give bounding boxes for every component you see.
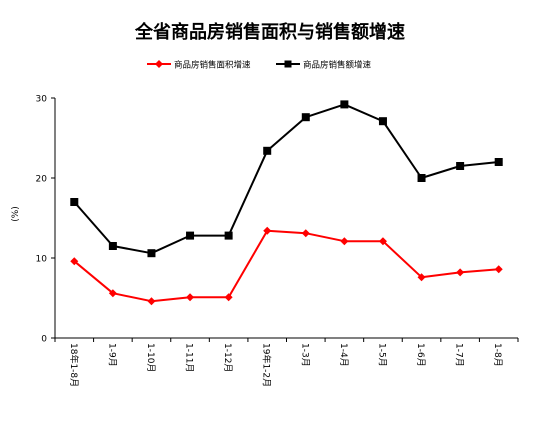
x-tick-label: 1-3月 <box>299 343 310 367</box>
x-tick-label: 1-5月 <box>376 343 387 367</box>
legend-label-area: 商品房销售面积增速 <box>174 60 251 71</box>
x-tick-label: 1-6月 <box>415 343 426 367</box>
legend-item-sales: 商品房销售额增速 <box>276 60 372 71</box>
axes: 0 10 20 30 18年1-8月 1-9月 1-10月 1-11月 1-12月 19年1-2月… <box>36 95 519 387</box>
series-line <box>73 229 499 303</box>
data-point <box>70 257 79 266</box>
data-point <box>70 198 79 206</box>
data-point <box>456 162 465 170</box>
data-point <box>494 265 503 274</box>
data-point <box>494 158 503 166</box>
legend-marker-sales <box>284 60 292 68</box>
data-point <box>108 289 117 298</box>
x-tick-label: 1-11月 <box>184 343 195 372</box>
y-tick-label: 30 <box>36 95 48 105</box>
data-point <box>301 113 310 122</box>
data-point <box>378 117 387 126</box>
data-point <box>263 146 272 155</box>
data-point <box>186 231 195 240</box>
data-point <box>417 273 426 282</box>
data-point <box>417 174 426 182</box>
data-point <box>224 231 233 240</box>
data-point <box>186 293 195 302</box>
series-line <box>73 103 499 255</box>
x-tick-label: 19年1-2月 <box>261 343 273 387</box>
legend-label-sales: 商品房销售额增速 <box>303 60 372 71</box>
data-point <box>147 297 156 306</box>
x-tick-label: 1-9月 <box>106 343 117 367</box>
data-point <box>263 226 272 235</box>
y-axis-label: (%) <box>11 206 21 222</box>
data-point <box>456 268 465 277</box>
data-point <box>108 242 117 250</box>
series-layer <box>70 100 503 306</box>
data-point <box>301 229 310 238</box>
data-point <box>340 237 349 246</box>
data-point <box>147 249 156 258</box>
series-0 <box>70 226 503 306</box>
y-tick-label: 20 <box>36 175 48 185</box>
series-1 <box>70 100 503 258</box>
y-tick-label: 0 <box>41 335 47 345</box>
x-tick-label: 18年1-8月 <box>68 343 80 387</box>
legend-item-area: 商品房销售面积增速 <box>147 60 251 71</box>
data-point <box>340 100 349 109</box>
data-point <box>224 293 233 302</box>
chart-title: 全省商品房销售面积与销售额增速 <box>134 21 405 43</box>
x-tick-label: 1-12月 <box>222 343 233 372</box>
y-tick-label: 10 <box>36 255 48 265</box>
x-tick-label: 1-10月 <box>145 343 156 372</box>
data-point <box>378 237 387 246</box>
legend: 商品房销售面积增速 商品房销售额增速 <box>147 60 372 71</box>
x-tick-label: 1-8月 <box>492 343 503 367</box>
x-tick-label: 1-4月 <box>338 343 349 367</box>
x-tick-label: 1-7月 <box>454 343 465 367</box>
legend-marker-area <box>155 60 163 68</box>
